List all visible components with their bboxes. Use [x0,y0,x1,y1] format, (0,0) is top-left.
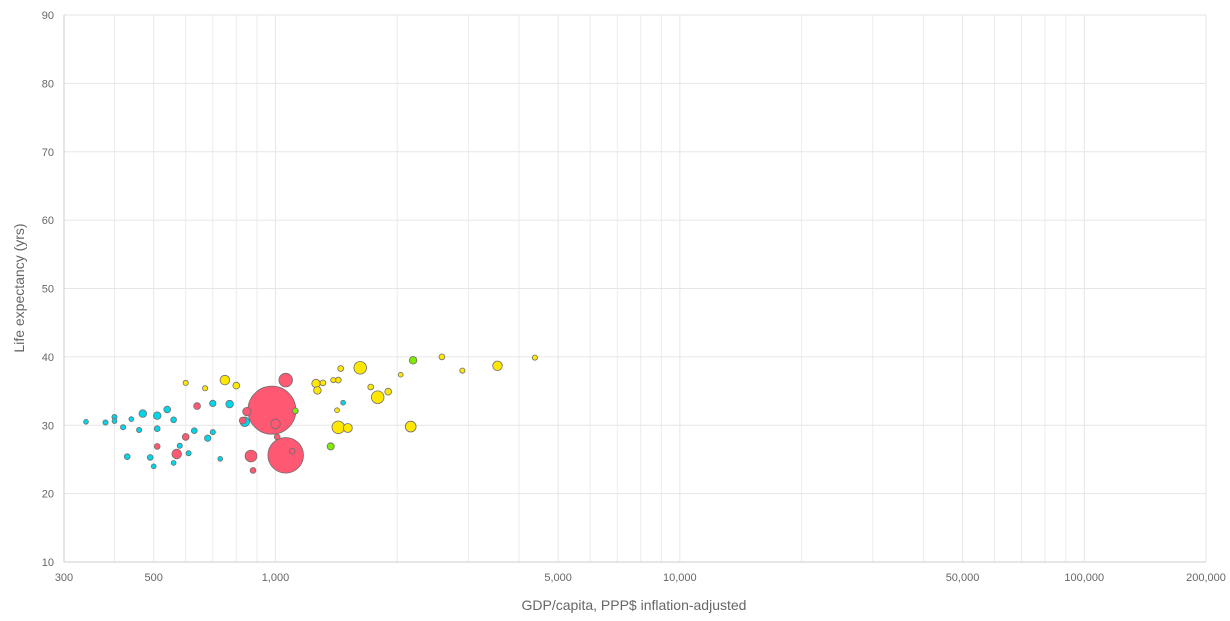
data-point-yellow [459,367,466,374]
data-point-red [238,416,247,425]
x-tick-label: 5,000 [544,572,572,584]
data-point-yellow [219,374,231,386]
data-point-cyan [217,455,224,462]
data-point-cyan [185,450,192,457]
data-point-cyan [153,425,161,433]
data-point-yellow [334,407,340,414]
data-point-cyan [128,416,135,422]
data-point-yellow [331,420,346,435]
data-point-yellow [404,420,417,433]
data-point-yellow [330,377,337,384]
data-point-cyan [170,416,177,424]
bubble-layer [83,353,538,474]
data-point-yellow [202,385,209,392]
x-tick-label: 500 [145,572,163,584]
x-tick-label: 50,000 [946,572,980,584]
data-point-green [292,407,299,415]
data-point-red [181,433,190,441]
data-point-cyan [111,418,118,424]
data-point-cyan [163,405,172,414]
data-point-cyan [136,426,143,433]
x-axis-title: GDP/capita, PPP$ inflation-adjusted [522,597,747,613]
data-point-red [242,406,252,417]
data-point-green [408,356,418,365]
x-tick-label: 100,000 [1064,572,1104,584]
data-point-yellow [531,354,538,361]
data-point-red [278,372,293,388]
data-point-cyan [83,418,89,425]
y-tick-label: 90 [42,10,54,22]
x-tick-label: 10,000 [663,572,697,584]
data-point-cyan [209,399,217,407]
data-point-yellow [319,379,327,387]
y-tick-label: 40 [42,352,54,364]
y-axis-title: Life expectancy (yrs) [11,223,27,352]
data-point-yellow [397,371,404,378]
data-point-red [153,443,161,450]
data-point-yellow [367,383,375,391]
y-tick-label: 70 [42,147,54,159]
grid-layer [63,14,1207,563]
data-point-yellow [311,378,321,389]
data-point-yellow [337,365,345,372]
data-point-cyan [123,453,131,461]
data-point-cyan [138,409,147,418]
x-tick-label: 1,000 [262,572,290,584]
data-point-yellow [232,381,241,390]
data-point-red [171,448,182,460]
y-tick-label: 60 [42,215,54,227]
data-point-yellow [313,386,322,395]
data-point-cyan [146,454,154,461]
data-point-cyan [120,424,127,431]
data-point-cyan [225,399,234,409]
data-point-red [288,447,296,455]
data-point-green [326,442,335,451]
data-point-yellow [182,379,189,386]
data-point-cyan [209,429,216,436]
data-point-yellow [492,360,503,372]
y-tick-label: 30 [42,420,54,432]
data-point-yellow [438,353,446,361]
data-point-yellow [353,361,367,375]
data-point-cyan [152,411,162,420]
data-point-red [249,467,257,474]
x-tick-label: 300 [55,572,73,584]
data-point-red [193,402,201,410]
y-tick-label: 50 [42,284,54,296]
y-tick-label: 20 [42,489,54,501]
data-point-yellow [342,423,353,433]
data-point-red [270,418,281,430]
data-point-yellow [384,387,393,396]
data-point-cyan [102,419,109,426]
data-point-cyan [204,434,212,442]
data-point-red [244,449,258,463]
data-point-cyan [340,399,346,406]
data-point-yellow [371,390,385,404]
data-point-cyan [176,442,183,449]
data-point-red [267,437,304,474]
tick-label-layer: 300 500 1,000 5,000 10,000 50,000 100,000 200,0… [42,10,1226,584]
data-point-cyan [170,460,177,466]
y-tick-label: 10 [42,557,54,569]
x-tick-label: 200,000 [1186,572,1226,584]
axes-layer [63,15,1206,563]
data-point-cyan [191,427,198,435]
data-point-red [273,433,281,441]
y-tick-label: 80 [42,78,54,90]
data-point-cyan [150,463,157,470]
